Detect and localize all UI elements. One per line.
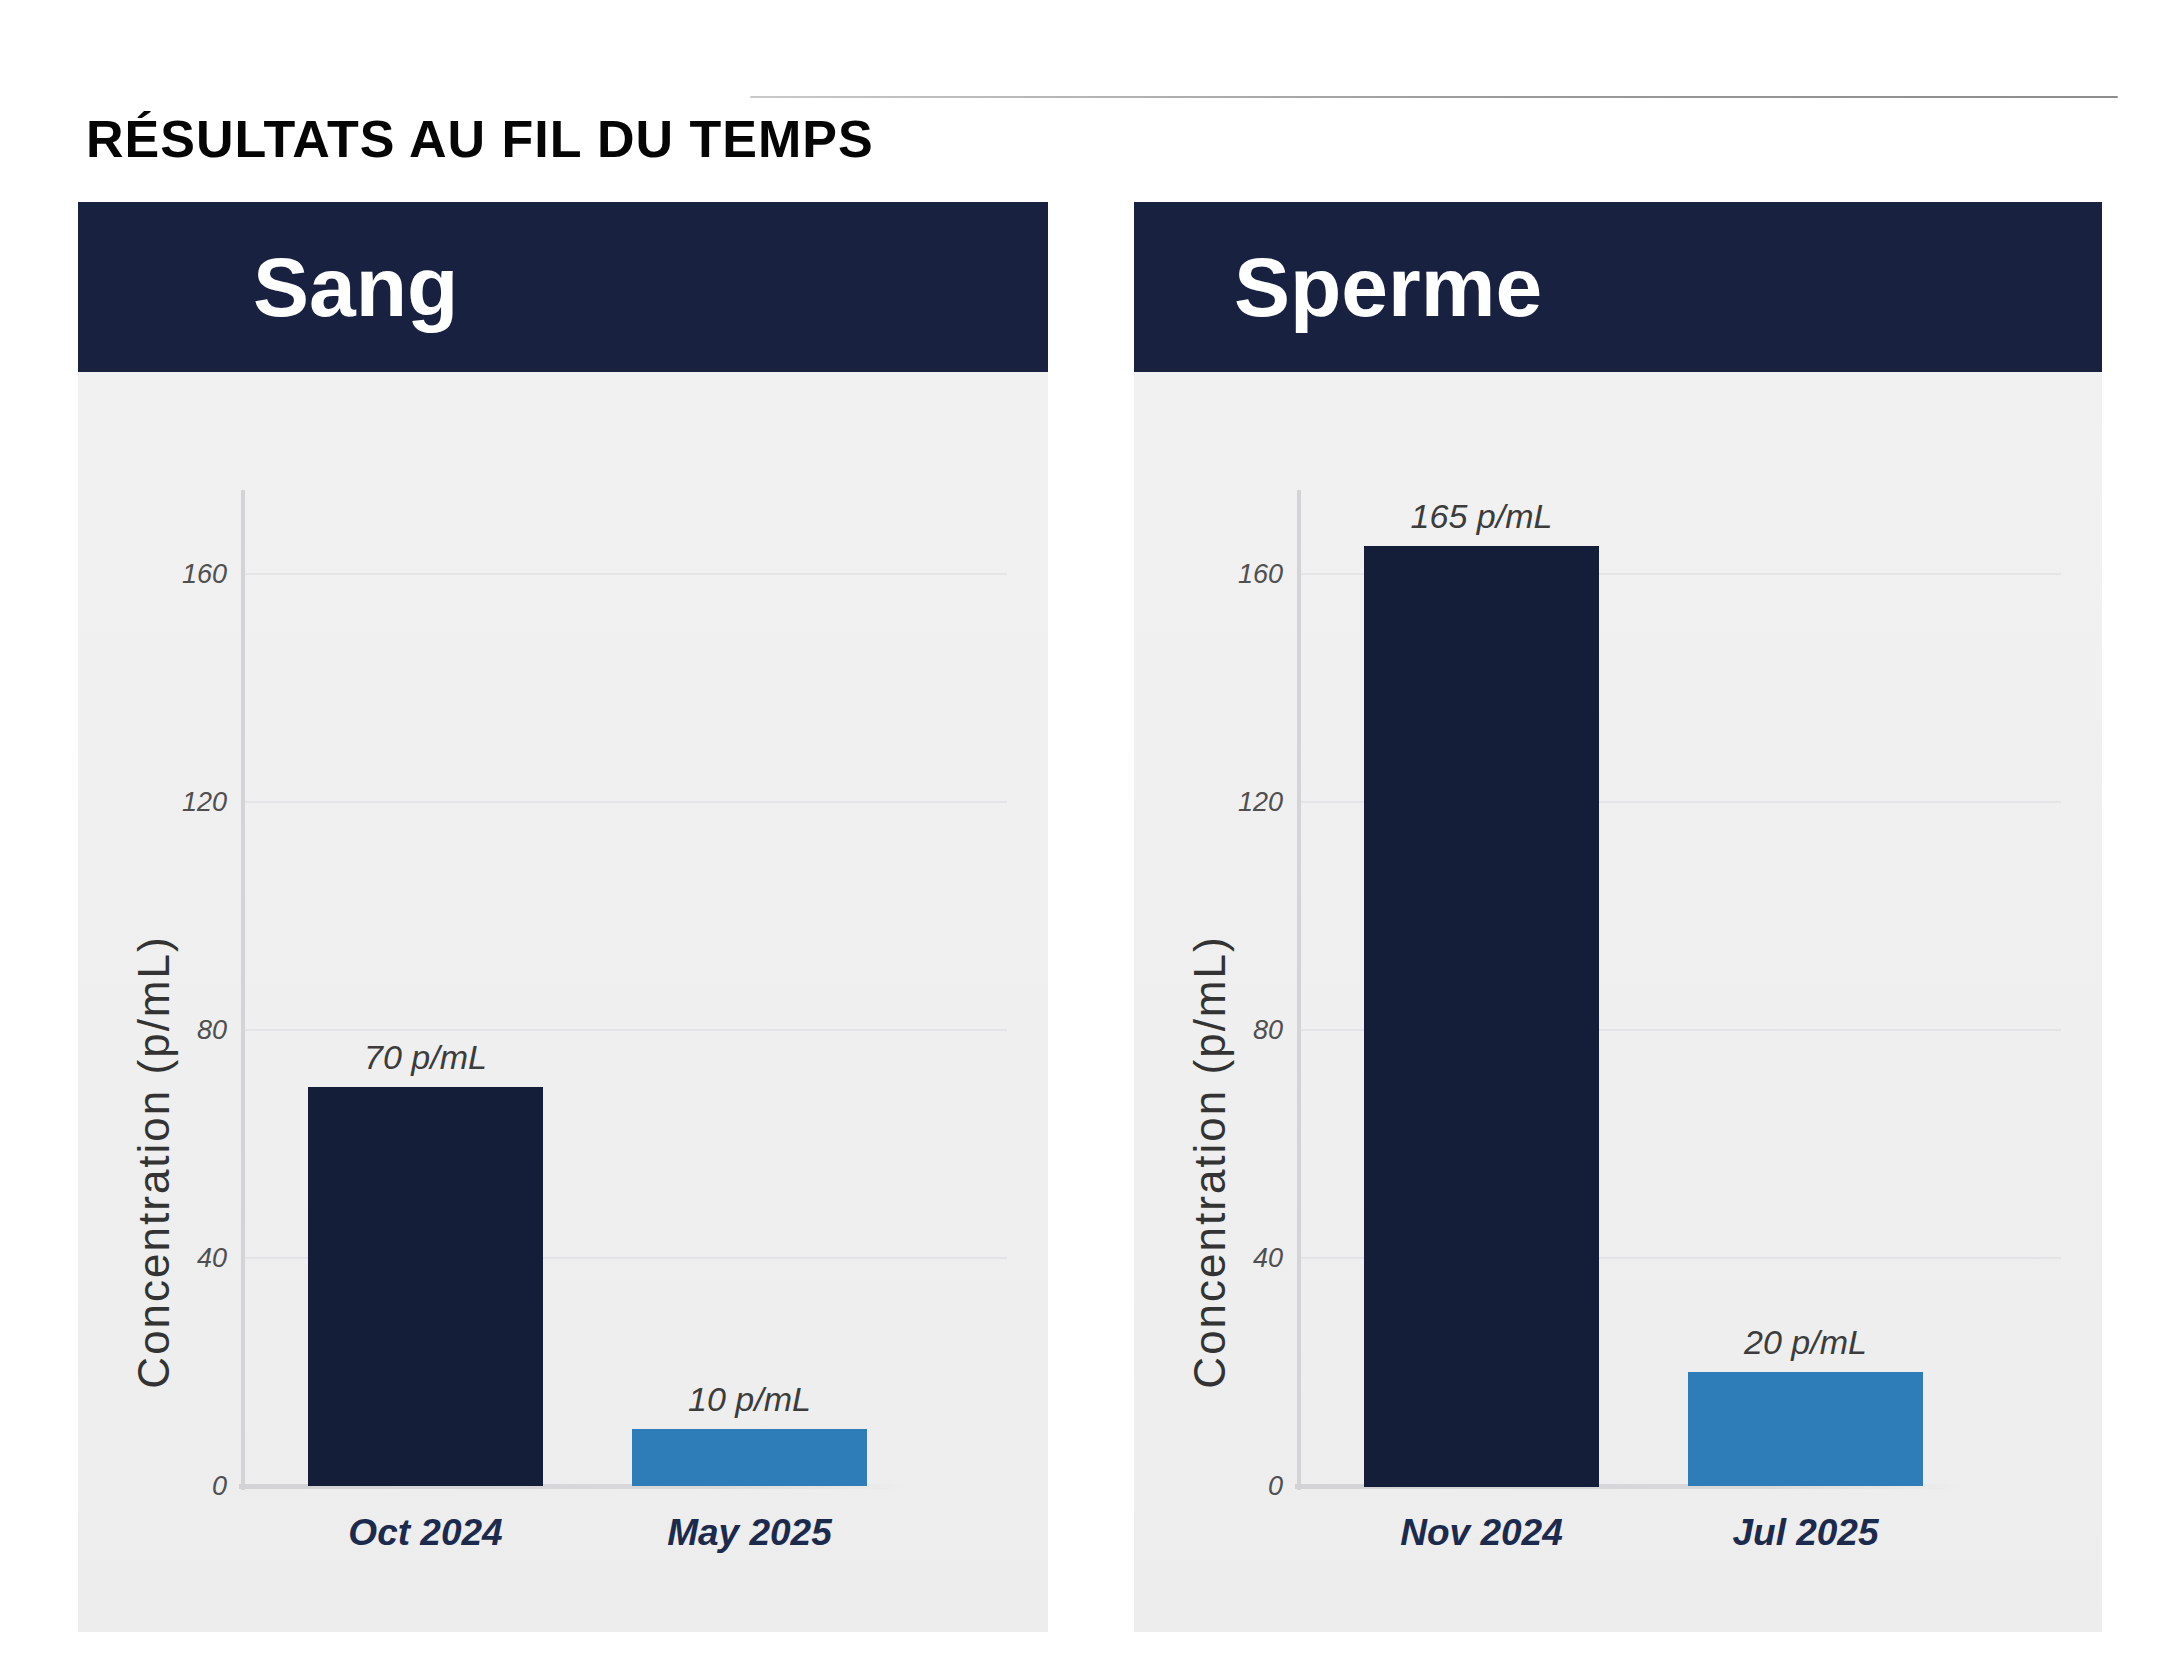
y-tick-label-160: 160 <box>107 557 227 591</box>
chart-panel-sang: Sang 04080120160Concentration (p/mL)70 p… <box>78 202 1048 1632</box>
y-tick-label-120: 120 <box>107 785 227 819</box>
y-tick-label-0: 0 <box>107 1469 227 1503</box>
x-category-label-nov-2024: Nov 2024 <box>1332 1510 1632 1556</box>
x-category-label-may-2025: May 2025 <box>600 1510 900 1556</box>
bar-value-label-oct-2024: 70 p/mL <box>276 1037 576 1077</box>
bar-may-2025 <box>632 1429 867 1486</box>
infographic-canvas: RÉSULTATS AU FIL DU TEMPS Sang 040801201… <box>0 0 2160 1660</box>
gridline-160 <box>245 573 1007 575</box>
gridline-120 <box>245 801 1007 803</box>
panel-title-sperme: Sperme <box>1234 245 1542 329</box>
y-axis-title: Concentration (p/mL) <box>129 935 179 1388</box>
panel-title-sang: Sang <box>253 245 458 329</box>
page-title: RÉSULTATS AU FIL DU TEMPS <box>86 110 874 168</box>
top-divider-line <box>750 96 2118 98</box>
bar-nov-2024 <box>1364 546 1599 1487</box>
y-tick-label-0: 0 <box>1163 1469 1283 1503</box>
bar-value-label-may-2025: 10 p/mL <box>600 1379 900 1419</box>
panel-header-sperme: Sperme <box>1134 202 2102 372</box>
y-tick-label-120: 120 <box>1163 785 1283 819</box>
chart-area-sperme: 04080120160Concentration (p/mL)165 p/mLN… <box>1134 372 2102 1632</box>
gridline-80 <box>245 1029 1007 1031</box>
panel-header-sang: Sang <box>78 202 1048 372</box>
x-category-label-oct-2024: Oct 2024 <box>276 1510 576 1556</box>
chart-panel-sperme: Sperme 04080120160Concentration (p/mL)16… <box>1134 202 2102 1632</box>
y-tick-label-160: 160 <box>1163 557 1283 591</box>
y-axis-line <box>1297 490 1301 1490</box>
bar-jul-2025 <box>1688 1372 1923 1486</box>
bar-value-label-jul-2025: 20 p/mL <box>1656 1322 1956 1362</box>
y-axis-title: Concentration (p/mL) <box>1185 935 1235 1388</box>
y-axis-line <box>241 490 245 1490</box>
bar-oct-2024 <box>308 1087 543 1486</box>
bar-value-label-nov-2024: 165 p/mL <box>1332 496 1632 536</box>
chart-area-sang: 04080120160Concentration (p/mL)70 p/mLOc… <box>78 372 1048 1632</box>
x-category-label-jul-2025: Jul 2025 <box>1656 1510 1956 1556</box>
